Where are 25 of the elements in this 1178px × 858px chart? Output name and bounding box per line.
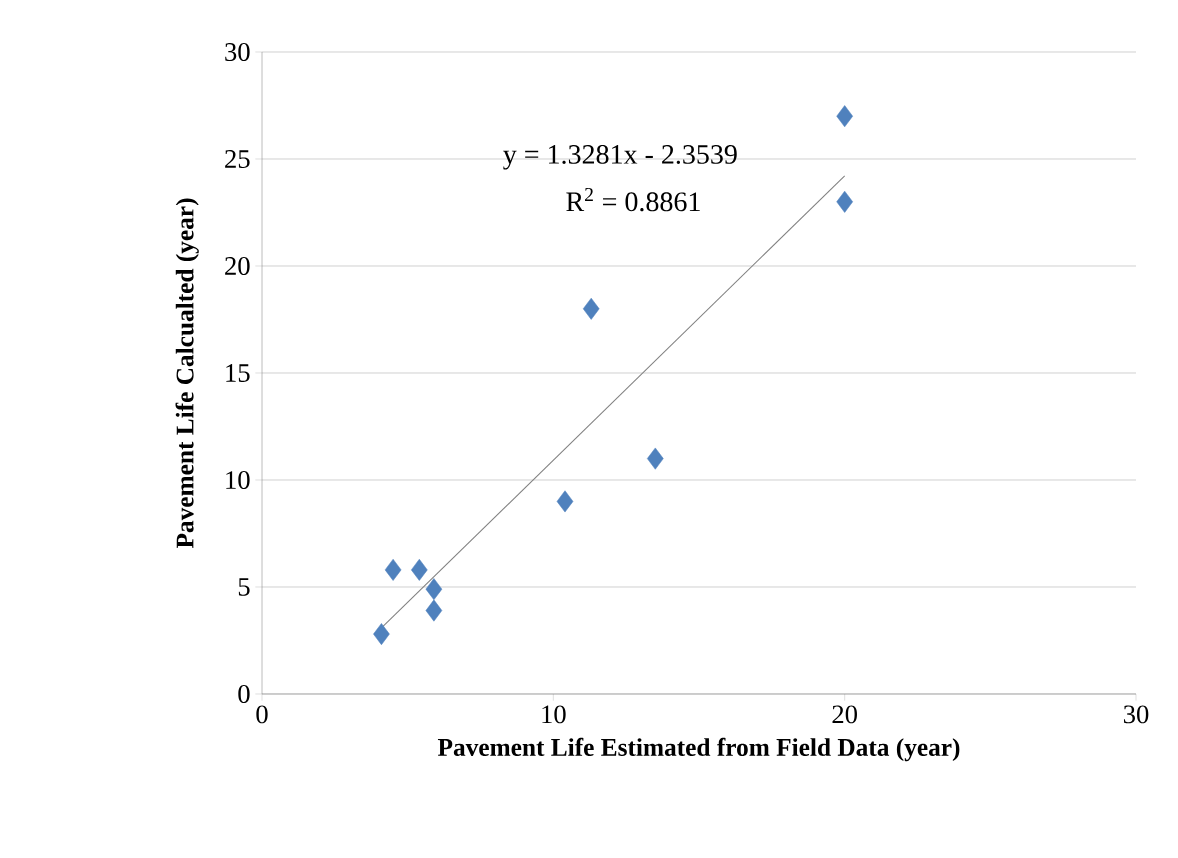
point	[836, 105, 853, 128]
point	[582, 297, 600, 320]
x-axis-title: Pavement Life Estimated from Field Data (year)	[437, 737, 960, 762]
annotation: R$^{2}$ = 0.8861	[566, 187, 700, 212]
y-axis-title: Pavement Life Calcualted (year)	[175, 198, 199, 549]
y-tick-label: 20	[225, 257, 250, 275]
x-tick-label: 0	[256, 705, 268, 724]
annotation: y = 1.3281x - 2.3539	[503, 144, 737, 170]
point	[373, 623, 390, 646]
point	[836, 190, 853, 213]
y-tick-label: 10	[226, 471, 250, 489]
point	[425, 578, 443, 601]
y-tick-label: 25	[225, 150, 250, 168]
point	[425, 599, 443, 622]
x-tick-label: 20	[832, 705, 857, 724]
y-tick-label: 30	[225, 43, 250, 61]
y-tick-label: 5	[238, 578, 250, 596]
y-tick-label: 15	[226, 364, 250, 382]
x-tick-label: 30	[1123, 705, 1149, 724]
y-tick-label: 0	[238, 685, 250, 703]
point	[556, 490, 574, 513]
point	[411, 558, 428, 581]
point	[647, 447, 664, 470]
x-tick-label: 10	[542, 705, 566, 724]
point	[384, 558, 402, 581]
